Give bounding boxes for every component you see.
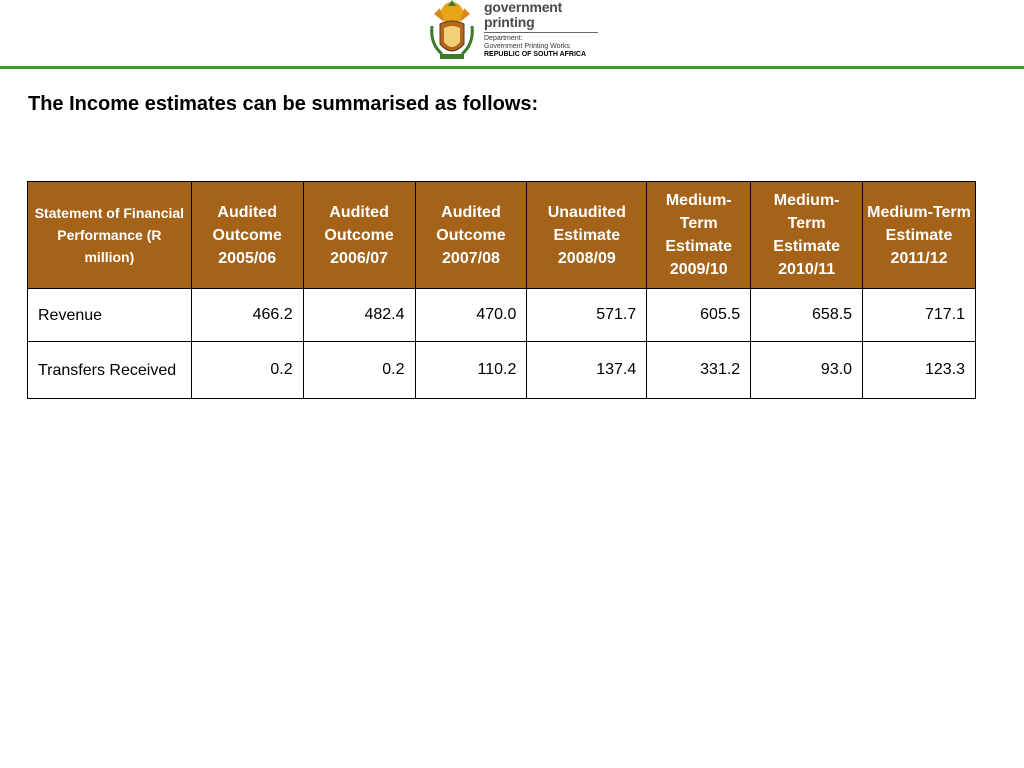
column-header-2007-08: Audited Outcome 2007/08 bbox=[414, 181, 528, 289]
column-header-2006-07: Audited Outcome 2006/07 bbox=[302, 181, 416, 289]
logo-word-printing: printing bbox=[484, 14, 535, 30]
table-cell: 717.1 bbox=[862, 288, 976, 342]
table-cell: 137.4 bbox=[526, 341, 648, 399]
row-label: Revenue bbox=[27, 288, 192, 342]
table-cell: 470.0 bbox=[414, 288, 528, 342]
logo-text: government printing Department: Governme… bbox=[484, 0, 604, 59]
page-title: The Income estimates can be summarised a… bbox=[28, 93, 539, 115]
table-cell: 482.4 bbox=[302, 288, 416, 342]
column-header-2011-12: Medium-Term Estimate 2011/12 bbox=[862, 181, 976, 289]
logo-divider bbox=[484, 32, 598, 33]
column-header-2010-11: Medium-Term Estimate 2010/11 bbox=[750, 181, 864, 289]
table-cell: 0.2 bbox=[302, 341, 416, 399]
table-cell: 93.0 bbox=[750, 341, 864, 399]
column-header-2008-09: Unaudited Estimate 2008/09 bbox=[526, 181, 648, 289]
table-cell: 110.2 bbox=[414, 341, 528, 399]
table-cell: 123.3 bbox=[862, 341, 976, 399]
header-divider bbox=[0, 66, 1024, 69]
table-row: Revenue 466.2 482.4 470.0 571.7 605.5 65… bbox=[27, 288, 976, 342]
table-cell: 605.5 bbox=[646, 288, 752, 342]
column-header-2009-10: Medium-Term Estimate 2009/10 bbox=[646, 181, 752, 289]
logo-organisation: Government Printing Works bbox=[484, 43, 570, 50]
logo-word-government: government bbox=[484, 0, 563, 15]
table-row: Transfers Received 0.2 0.2 110.2 137.4 3… bbox=[27, 341, 976, 399]
government-printing-logo: government printing Department: Governme… bbox=[424, 0, 604, 64]
logo-department: Department: bbox=[484, 35, 523, 42]
header: government printing Department: Governme… bbox=[0, 0, 1024, 69]
table-header-row: Statement of Financial Performance (R mi… bbox=[27, 181, 976, 289]
table-cell: 331.2 bbox=[646, 341, 752, 399]
table-cell: 0.2 bbox=[190, 341, 304, 399]
income-estimates-table: Statement of Financial Performance (R mi… bbox=[27, 181, 976, 399]
coat-of-arms-icon bbox=[430, 0, 474, 59]
table-cell: 571.7 bbox=[526, 288, 648, 342]
column-header-2005-06: Audited Outcome 2005/06 bbox=[190, 181, 304, 289]
logo-country: REPUBLIC OF SOUTH AFRICA bbox=[484, 51, 587, 58]
column-header-statement: Statement of Financial Performance (R mi… bbox=[27, 181, 192, 289]
table-cell: 466.2 bbox=[190, 288, 304, 342]
row-label: Transfers Received bbox=[27, 341, 192, 399]
table-cell: 658.5 bbox=[750, 288, 864, 342]
